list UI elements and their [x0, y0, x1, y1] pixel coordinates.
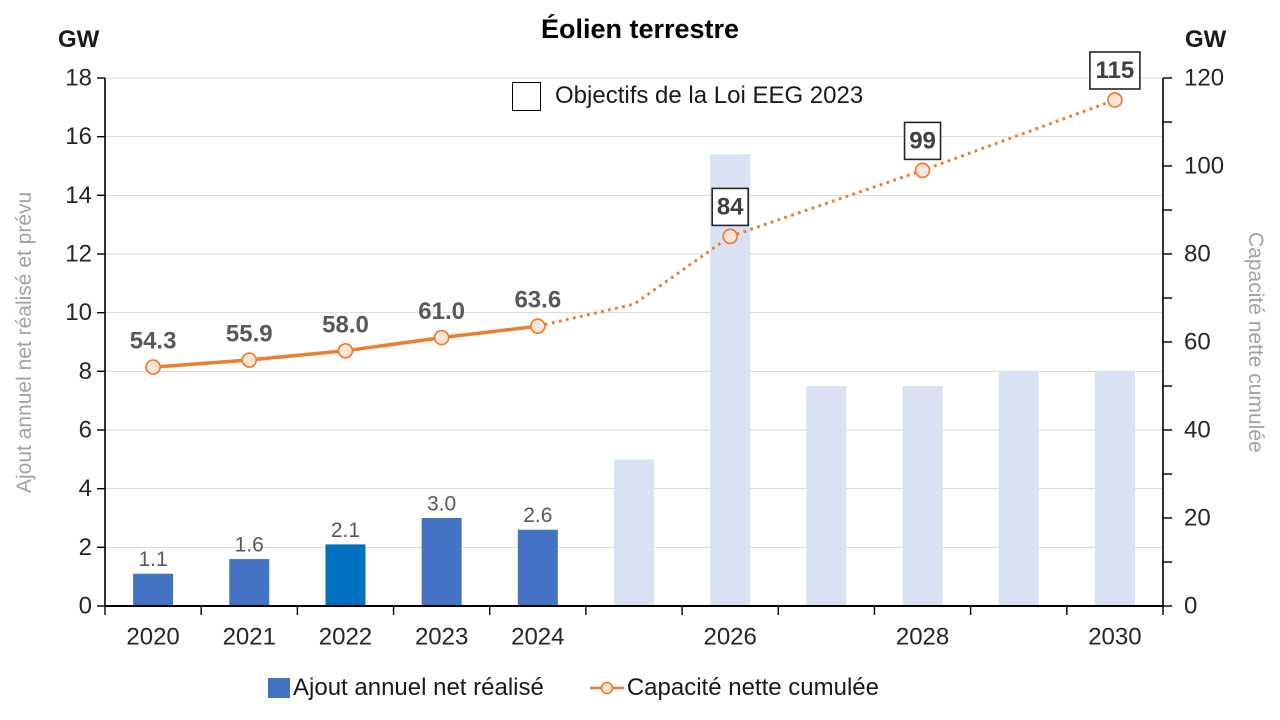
chart-title: Éolien terrestre: [540, 14, 740, 44]
left-tick-label: 4: [79, 475, 92, 502]
line-marker: [529, 318, 546, 335]
bar-2020: [133, 573, 174, 606]
line-value-label: 58.0: [322, 311, 369, 338]
right-tick-label: 40: [1184, 417, 1211, 444]
line-series-swatch-icon: [589, 681, 624, 695]
line-marker: [433, 329, 450, 346]
bar-series-swatch-icon: [268, 678, 290, 698]
bar-2023: [421, 518, 462, 606]
right-tick-label: 60: [1184, 329, 1211, 356]
legend-bars-label: Ajout annuel net réalisé: [293, 674, 544, 701]
left-tick-label: 16: [65, 123, 92, 150]
line-marker: [145, 359, 161, 375]
legend-item-line: Capacité nette cumulée: [589, 674, 879, 702]
bar-value-label: 2.6: [523, 504, 552, 527]
left-tick-label: 12: [65, 241, 92, 268]
bar-2030: [1094, 371, 1135, 606]
x-tick-label: 2028: [896, 624, 949, 651]
left-tick-label: 6: [79, 417, 92, 444]
left-tick-label: 2: [79, 534, 92, 561]
target-label-box: [711, 187, 749, 227]
line-marker: [241, 352, 258, 368]
bar-2025: [614, 459, 654, 606]
x-tick-label: 2021: [223, 624, 276, 651]
legend-item-bars: Ajout annuel net réalisé: [268, 674, 544, 702]
line-marker: [337, 342, 354, 359]
line-marker: [914, 162, 931, 179]
target-label-box: [1089, 51, 1141, 90]
right-tick-label: 0: [1184, 593, 1197, 620]
left-axis-unit: GW: [58, 26, 100, 53]
x-tick-label: 2026: [703, 624, 756, 651]
left-tick-label: 10: [65, 299, 92, 326]
left-tick-label: 18: [65, 65, 92, 92]
bar-value-label: 3.0: [427, 493, 456, 516]
cumulative-line-forecast: [537, 98, 1116, 328]
line-value-label: 61.0: [418, 298, 465, 325]
chart-legend: Ajout annuel net réalisé Capacité nette …: [268, 674, 879, 702]
eeg-target-legend: Objectifs de la Loi EEG 2023: [512, 81, 863, 111]
target-value-label: 99: [909, 127, 936, 154]
legend-line-label: Capacité nette cumulée: [626, 674, 879, 701]
line-value-label: 63.6: [514, 287, 561, 314]
x-tick-label: 2024: [511, 624, 564, 651]
line-marker: [722, 228, 739, 245]
bar-2027: [806, 386, 847, 606]
line-marker: [1107, 92, 1123, 108]
bar-2022: [325, 544, 366, 606]
line-value-label: 54.3: [130, 328, 177, 355]
line-value-label: 55.9: [226, 321, 273, 348]
target-label-box: [903, 121, 942, 161]
target-value-label: 84: [717, 193, 744, 220]
x-tick-label: 2022: [319, 624, 372, 651]
right-tick-label: 120: [1184, 65, 1224, 92]
bar-value-label: 2.1: [331, 519, 360, 542]
bar-2021: [229, 559, 270, 606]
left-tick-label: 0: [79, 593, 92, 620]
right-axis-title: Capacité nette cumulée: [1244, 231, 1267, 453]
right-tick-label: 20: [1184, 505, 1211, 532]
x-tick-label: 2020: [126, 624, 179, 651]
eeg-target-legend-label: Objectifs de la Loi EEG 2023: [555, 82, 864, 109]
right-axis-unit: GW: [1185, 26, 1227, 53]
right-tick-label: 80: [1184, 241, 1211, 268]
bar-2024: [517, 529, 558, 606]
target-value-label: 115: [1096, 57, 1135, 84]
bar-2029: [998, 371, 1039, 606]
bar-value-label: 1.1: [138, 548, 167, 571]
left-tick-label: 14: [65, 182, 92, 209]
x-tick-label: 2023: [415, 624, 468, 651]
bar-value-label: 1.6: [235, 534, 264, 557]
bar-2028: [902, 386, 943, 606]
x-tick-label: 2030: [1088, 624, 1141, 651]
eeg-target-swatch-icon: [512, 81, 541, 111]
left-tick-label: 8: [79, 358, 92, 385]
right-tick-label: 100: [1184, 153, 1224, 180]
